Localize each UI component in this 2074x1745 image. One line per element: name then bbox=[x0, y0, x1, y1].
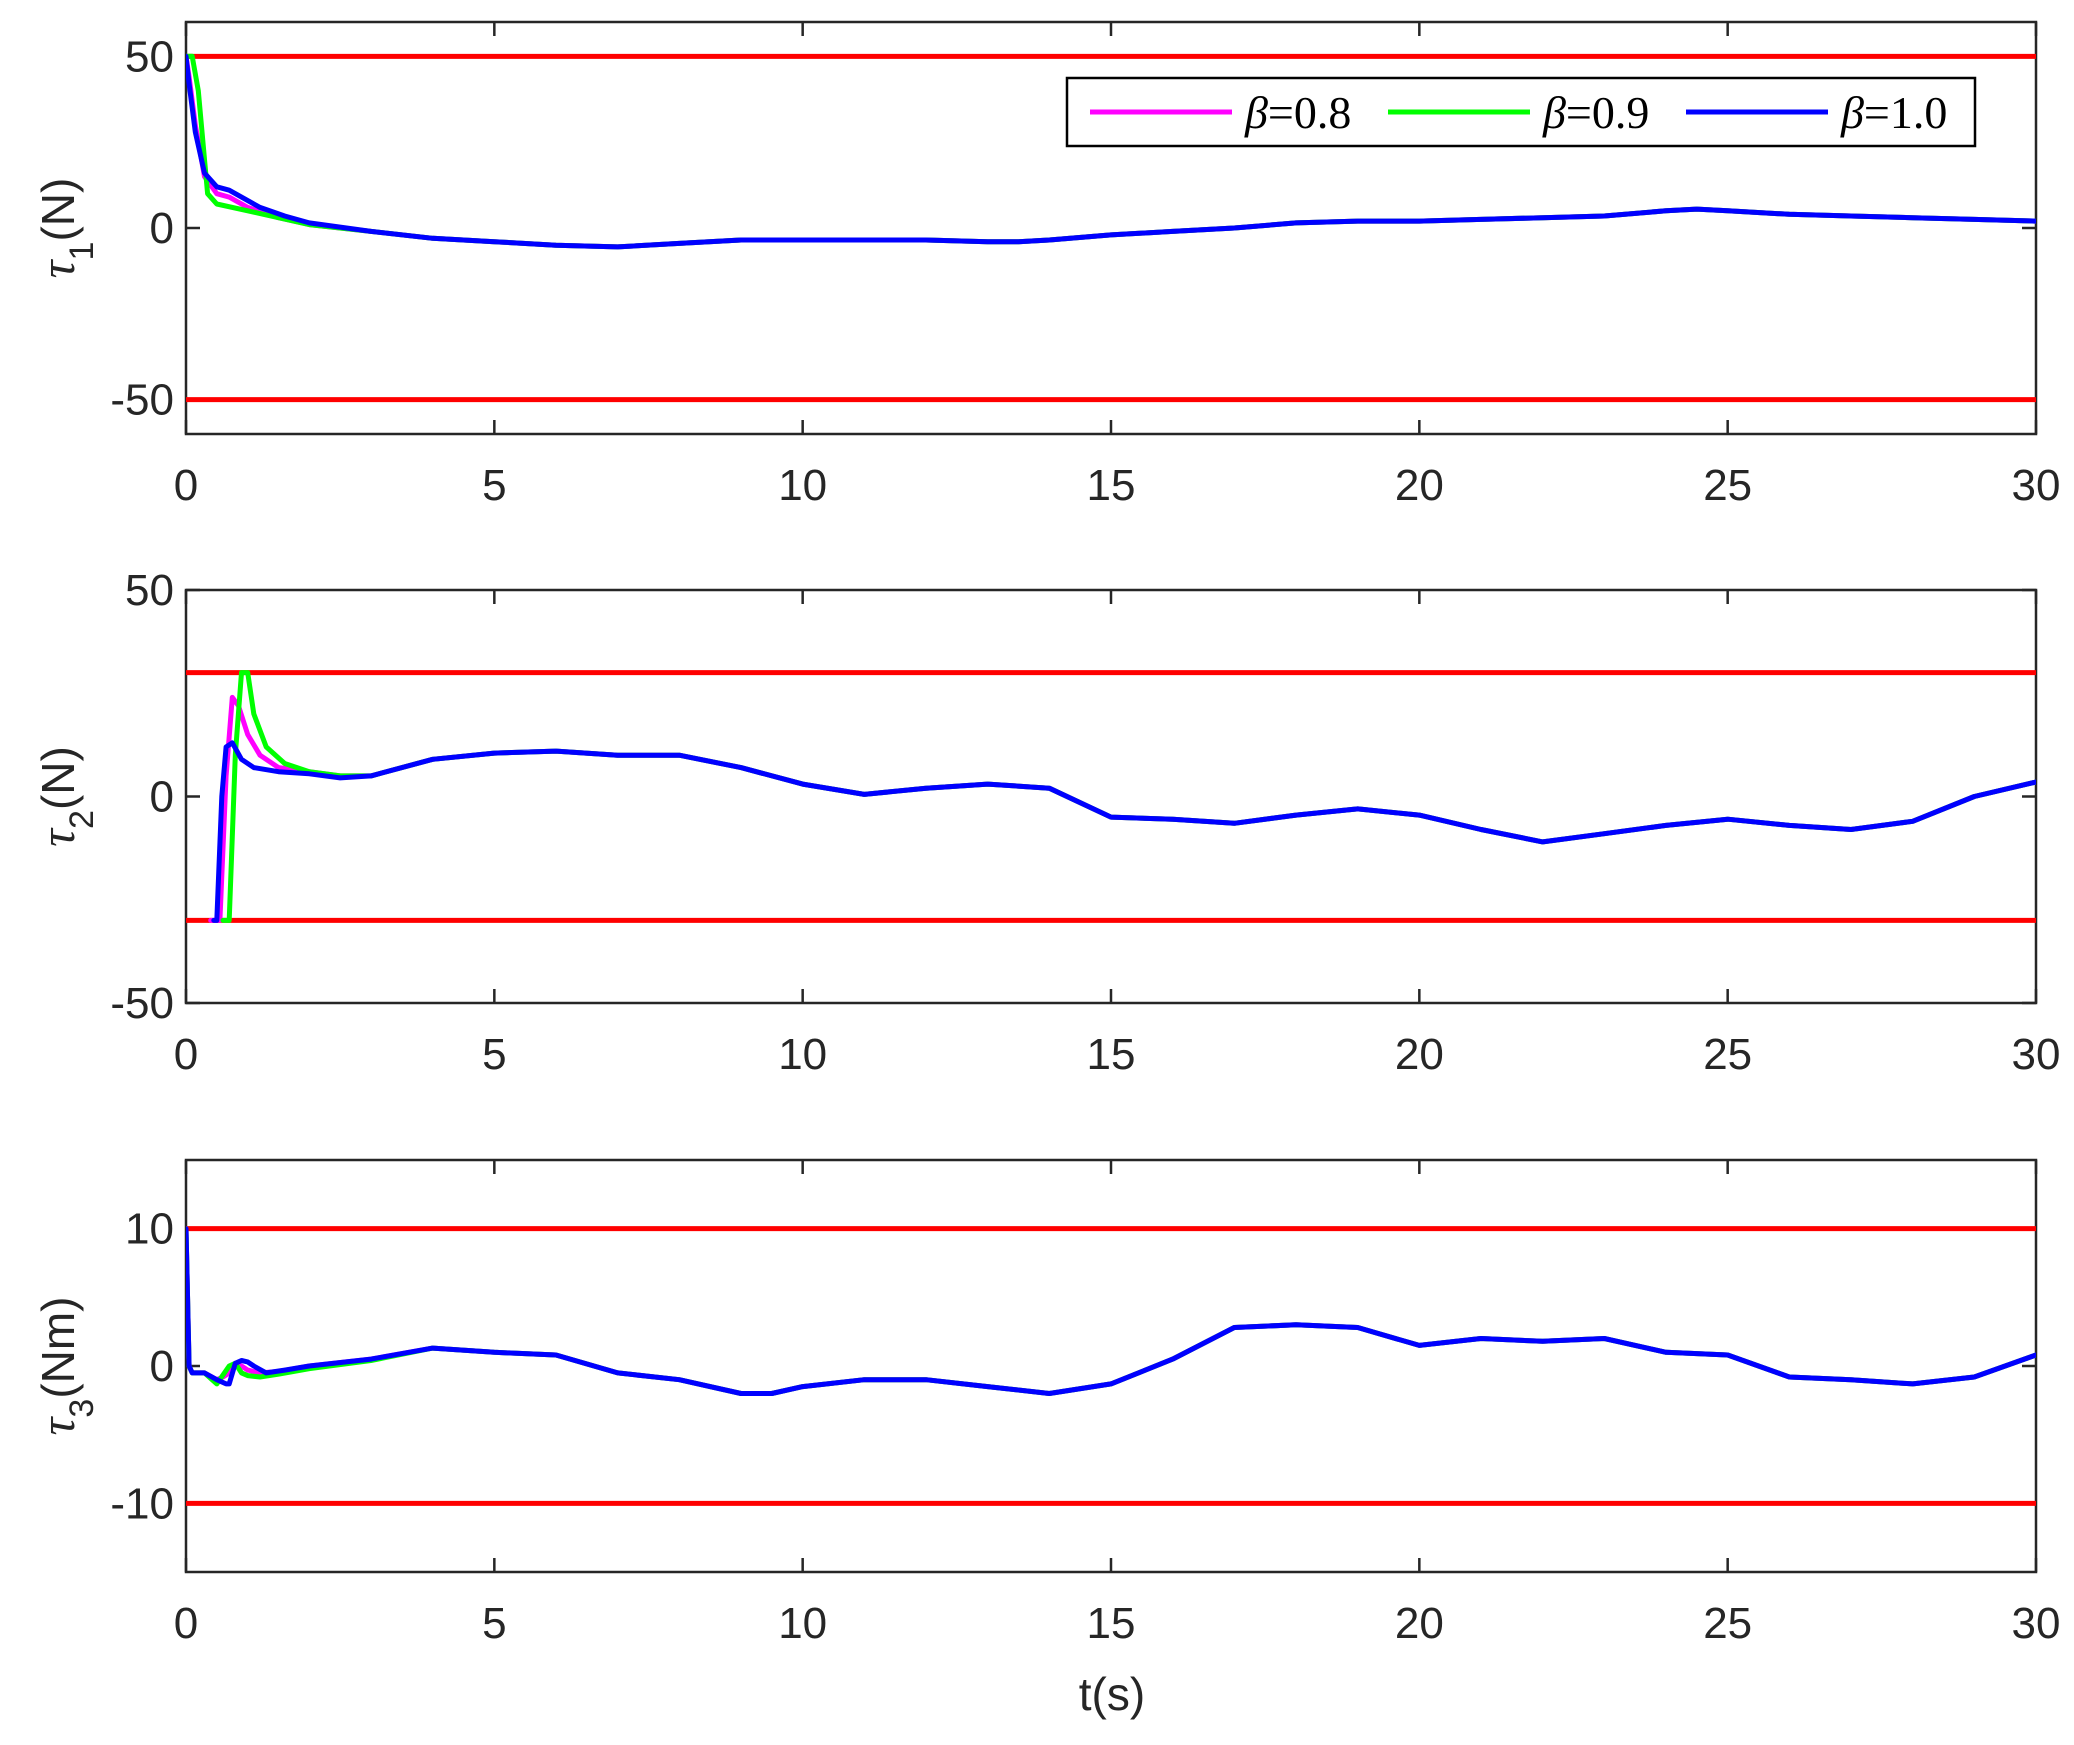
y-tick-label: -50 bbox=[110, 376, 174, 425]
y-tick-label: 50 bbox=[125, 566, 174, 615]
axes-box bbox=[184, 588, 2038, 1005]
x-tick-label: 5 bbox=[482, 461, 506, 510]
x-tick-label: 10 bbox=[778, 461, 827, 510]
y-tick-label: 0 bbox=[150, 1342, 174, 1391]
y-label-symbol: τ bbox=[29, 1416, 85, 1436]
x-tick-label: 15 bbox=[1087, 1599, 1136, 1648]
y-axis-label: τ1(N) bbox=[29, 178, 101, 279]
subplot-tau3: 0 5 10 15 20 25 30 -10 0 10 τ3(Nm) bbox=[29, 1158, 2061, 1648]
legend: β=0.8 β=0.9 β=1.0 bbox=[1065, 76, 1977, 148]
x-tick-label: 25 bbox=[1703, 1030, 1752, 1079]
x-tick-label: 25 bbox=[1703, 1599, 1752, 1648]
x-tick-label: 25 bbox=[1703, 461, 1752, 510]
x-tick-label: 15 bbox=[1087, 1030, 1136, 1079]
y-label-subscript: 1 bbox=[63, 242, 101, 261]
x-axis-label: t(s) bbox=[1079, 1668, 1145, 1720]
x-tick-label: 5 bbox=[482, 1030, 506, 1079]
series-line-beta-1-0 bbox=[186, 1226, 2036, 1396]
legend-label-beta-1-0: β=1.0 bbox=[1840, 87, 1947, 138]
y-label-subscript: 2 bbox=[63, 810, 101, 829]
y-tick-label: -50 bbox=[110, 979, 174, 1028]
y-label-unit: (Nm) bbox=[32, 1296, 84, 1398]
series-line-beta-0-9 bbox=[220, 670, 2036, 923]
x-tick-label: 0 bbox=[174, 1030, 198, 1079]
x-tick-label: 0 bbox=[174, 1599, 198, 1648]
x-tick-label: 10 bbox=[778, 1030, 827, 1079]
legend-label-beta-0-9: β=0.9 bbox=[1542, 87, 1649, 138]
y-tick-label: 0 bbox=[150, 773, 174, 822]
y-label-symbol: τ bbox=[29, 258, 85, 278]
y-label-subscript: 3 bbox=[63, 1399, 101, 1418]
y-tick-label: 50 bbox=[125, 32, 174, 81]
y-label-unit: (N) bbox=[32, 746, 84, 810]
x-tick-label: 30 bbox=[2012, 461, 2061, 510]
series-line-beta-0-8 bbox=[186, 1226, 2036, 1396]
series-line-beta-1-0 bbox=[186, 53, 2036, 250]
y-label-unit: (N) bbox=[32, 178, 84, 242]
x-tick-label: 0 bbox=[174, 461, 198, 510]
y-axis-label: τ3(Nm) bbox=[29, 1296, 101, 1435]
series-line-beta-0-8 bbox=[208, 694, 2036, 923]
y-axis-label: τ2(N) bbox=[29, 746, 101, 847]
series-line-beta-0-9 bbox=[186, 1226, 2036, 1396]
x-tick-label: 15 bbox=[1087, 461, 1136, 510]
series-line-beta-1-0 bbox=[211, 740, 2036, 923]
legend-label-beta-0-8: β=0.8 bbox=[1244, 87, 1351, 138]
x-tick-label: 20 bbox=[1395, 461, 1444, 510]
x-tick-label: 30 bbox=[2012, 1599, 2061, 1648]
y-tick-label: 10 bbox=[125, 1205, 174, 1254]
y-label-symbol: τ bbox=[29, 827, 85, 847]
x-tick-label: 10 bbox=[778, 1599, 827, 1648]
x-tick-label: 5 bbox=[482, 1599, 506, 1648]
y-tick-label: 0 bbox=[150, 204, 174, 253]
y-tick-label: -10 bbox=[110, 1479, 174, 1528]
x-tick-label: 20 bbox=[1395, 1030, 1444, 1079]
x-tick-label: 30 bbox=[2012, 1030, 2061, 1079]
x-tick-label: 20 bbox=[1395, 1599, 1444, 1648]
